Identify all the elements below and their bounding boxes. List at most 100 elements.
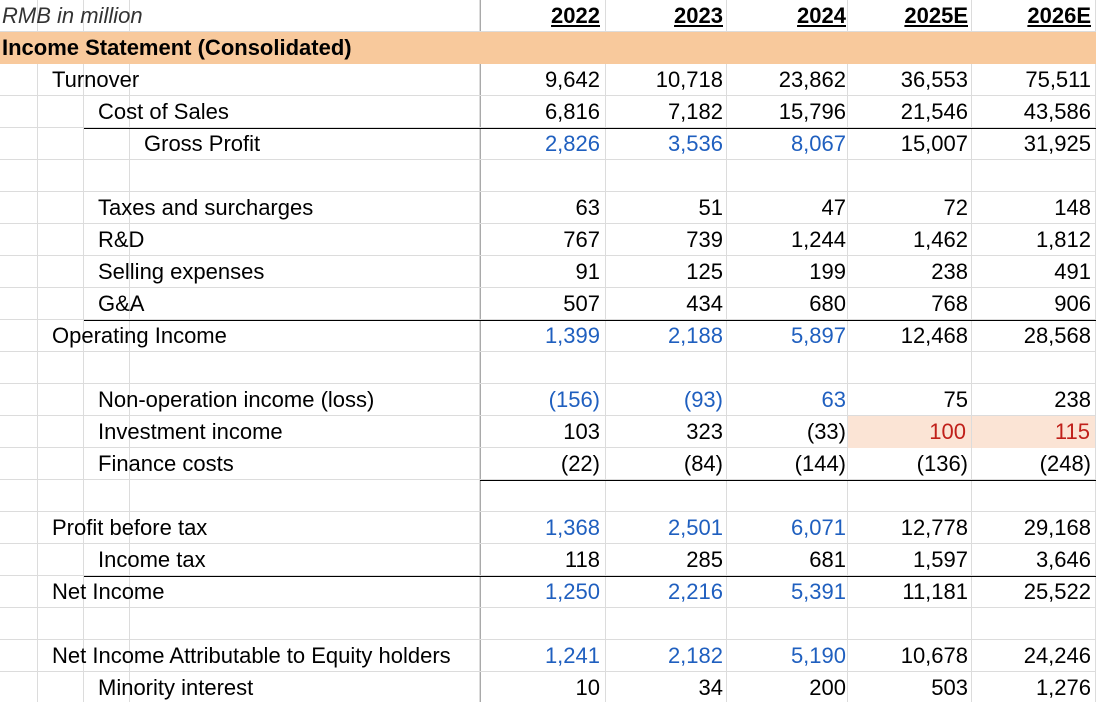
value-cell[interactable]: 103 — [563, 419, 600, 444]
value-cell[interactable] — [606, 480, 723, 512]
value-cell[interactable]: 10 — [575, 675, 600, 700]
value-cell[interactable]: 148 — [1054, 195, 1091, 220]
value-cell[interactable]: 434 — [686, 291, 723, 316]
value-cell[interactable] — [480, 608, 600, 640]
value-cell[interactable] — [972, 352, 1091, 384]
value-cell[interactable]: 51 — [698, 195, 723, 220]
value-cell[interactable]: 24,246 — [1023, 643, 1091, 668]
value-cell[interactable]: 91 — [575, 259, 600, 284]
value-cell[interactable]: 15,796 — [778, 99, 846, 124]
year-header-cell[interactable]: 2025E — [848, 0, 968, 32]
row-label-cell[interactable]: Operating Income — [52, 323, 227, 348]
value-cell[interactable]: 507 — [563, 291, 600, 316]
value-cell[interactable]: 31,925 — [1023, 131, 1091, 156]
year-header-cell[interactable]: 2024 — [727, 0, 846, 32]
value-cell[interactable] — [480, 352, 600, 384]
value-cell[interactable]: 503 — [931, 675, 968, 700]
value-cell[interactable]: 25,522 — [1023, 579, 1091, 604]
value-cell[interactable] — [848, 608, 968, 640]
value-cell[interactable]: 1,399 — [544, 323, 600, 348]
value-cell[interactable]: 2,216 — [667, 579, 723, 604]
value-cell[interactable] — [480, 160, 600, 192]
value-cell[interactable]: 15,007 — [900, 131, 968, 156]
value-cell[interactable]: 1,250 — [544, 579, 600, 604]
value-cell[interactable]: 1,597 — [912, 547, 968, 572]
value-cell[interactable]: 1,241 — [544, 643, 600, 668]
value-cell[interactable]: 739 — [686, 227, 723, 252]
row-label-cell[interactable]: Finance costs — [98, 451, 234, 476]
value-cell[interactable]: (33) — [806, 419, 846, 444]
value-cell[interactable] — [606, 352, 723, 384]
value-cell[interactable] — [606, 608, 723, 640]
value-cell[interactable]: 28,568 — [1023, 323, 1091, 348]
value-cell[interactable]: 36,553 — [900, 67, 968, 92]
value-cell[interactable] — [727, 480, 846, 512]
value-cell[interactable]: 906 — [1054, 291, 1091, 316]
value-cell[interactable] — [972, 608, 1091, 640]
row-label-cell[interactable]: Non-operation income (loss) — [98, 387, 375, 412]
value-cell[interactable]: 21,546 — [900, 99, 968, 124]
row-label-cell[interactable]: Investment income — [98, 419, 283, 444]
value-cell[interactable]: (144) — [794, 451, 846, 476]
value-cell[interactable]: 5,897 — [790, 323, 846, 348]
value-cell[interactable]: 100 — [848, 416, 971, 448]
row-label-cell[interactable] — [6, 608, 478, 640]
row-label-cell[interactable]: Gross Profit — [144, 131, 261, 156]
value-cell[interactable]: 3,646 — [1035, 547, 1091, 572]
value-cell[interactable]: 768 — [931, 291, 968, 316]
year-header-cell[interactable]: 2022 — [480, 0, 600, 32]
value-cell[interactable]: 72 — [943, 195, 968, 220]
value-cell[interactable]: 1,812 — [1035, 227, 1091, 252]
value-cell[interactable]: 2,826 — [544, 131, 600, 156]
value-cell[interactable]: 1,276 — [1035, 675, 1091, 700]
value-cell[interactable]: (136) — [916, 451, 968, 476]
value-cell[interactable]: 2,501 — [667, 515, 723, 540]
value-cell[interactable] — [848, 160, 968, 192]
value-cell[interactable]: 63 — [575, 195, 600, 220]
value-cell[interactable] — [727, 608, 846, 640]
value-cell[interactable] — [972, 160, 1091, 192]
section-title-cell[interactable]: Income Statement (Consolidated) — [2, 35, 352, 60]
year-header-cell[interactable]: 2026E — [972, 0, 1091, 32]
value-cell[interactable]: (93) — [683, 387, 723, 412]
value-cell[interactable]: (156) — [548, 387, 600, 412]
value-cell[interactable]: (22) — [560, 451, 600, 476]
row-label-cell[interactable]: G&A — [98, 291, 145, 316]
value-cell[interactable]: 10,718 — [655, 67, 723, 92]
row-label-cell[interactable]: Net Income Attributable to Equity holder… — [52, 643, 451, 668]
value-cell[interactable]: 75,511 — [1025, 67, 1091, 92]
value-cell[interactable]: 1,244 — [790, 227, 846, 252]
row-label-cell[interactable]: Taxes and surcharges — [98, 195, 314, 220]
value-cell[interactable]: 10,678 — [900, 643, 968, 668]
value-cell[interactable] — [480, 480, 600, 512]
row-label-cell[interactable]: R&D — [98, 227, 145, 252]
value-cell[interactable]: 115 — [972, 416, 1095, 448]
row-label-cell[interactable] — [6, 352, 478, 384]
value-cell[interactable]: 5,190 — [790, 643, 846, 668]
value-cell[interactable]: 118 — [564, 547, 600, 572]
value-cell[interactable]: 285 — [686, 547, 723, 572]
value-cell[interactable]: 199 — [809, 259, 846, 284]
value-cell[interactable]: 7,182 — [667, 99, 723, 124]
value-cell[interactable]: 125 — [686, 259, 723, 284]
value-cell[interactable]: 12,468 — [900, 323, 968, 348]
value-cell[interactable]: 1,368 — [544, 515, 600, 540]
value-cell[interactable]: 5,391 — [790, 579, 846, 604]
row-label-cell[interactable]: Cost of Sales — [98, 99, 229, 124]
value-cell[interactable]: (248) — [1039, 451, 1091, 476]
value-cell[interactable]: 680 — [809, 291, 846, 316]
value-cell[interactable]: 43,586 — [1023, 99, 1091, 124]
value-cell[interactable]: 75 — [943, 387, 968, 412]
value-cell[interactable]: 23,862 — [778, 67, 846, 92]
value-cell[interactable] — [727, 160, 846, 192]
year-header-cell[interactable]: 2023 — [606, 0, 723, 32]
value-cell[interactable] — [727, 352, 846, 384]
value-cell[interactable]: 8,067 — [790, 131, 846, 156]
value-cell[interactable]: 3,536 — [667, 131, 723, 156]
value-cell[interactable]: 2,188 — [667, 323, 723, 348]
value-cell[interactable]: 29,168 — [1023, 515, 1091, 540]
value-cell[interactable]: 34 — [698, 675, 723, 700]
value-cell[interactable]: 491 — [1054, 259, 1091, 284]
row-label-cell[interactable]: Selling expenses — [98, 259, 265, 284]
value-cell[interactable] — [972, 480, 1091, 512]
